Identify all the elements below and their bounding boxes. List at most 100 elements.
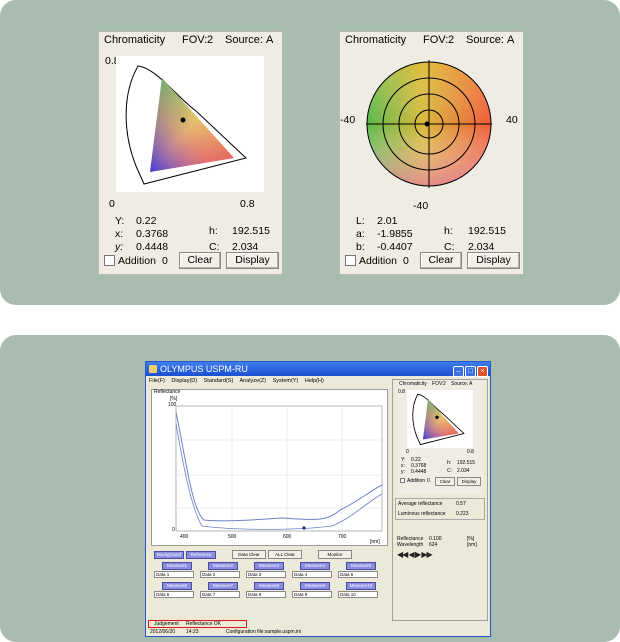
menu-system[interactable]: System(Y) bbox=[272, 378, 299, 384]
measure5-button[interactable]: Measure5 bbox=[346, 562, 376, 570]
display-button[interactable]: Display bbox=[226, 252, 279, 269]
measure4-button[interactable]: Measure4 bbox=[300, 562, 330, 570]
mini-clear-button[interactable]: Clear bbox=[435, 477, 455, 486]
chromaticity-controls: Addition 0 Clear Display bbox=[99, 252, 282, 270]
judgement-value: Reflectance OK bbox=[186, 621, 222, 627]
cursor-nav-buttons: ◀◀ ◀ ▶ ▶▶ bbox=[397, 550, 433, 559]
avg-reflectance-label: Average reflectance bbox=[398, 501, 443, 507]
measure10-button[interactable]: Measure10 bbox=[346, 582, 376, 590]
addition-checkbox[interactable] bbox=[345, 255, 356, 266]
measure6-button[interactable]: Measure6 bbox=[162, 582, 192, 590]
measure3-button[interactable]: Measure3 bbox=[254, 562, 284, 570]
cursor-wavelength-label: Wavelength bbox=[397, 542, 424, 548]
monitor-button[interactable]: Monitor bbox=[318, 550, 352, 559]
last-icon[interactable]: ▶▶ bbox=[421, 550, 432, 559]
data10-field[interactable]: Data 10 bbox=[338, 591, 378, 598]
data3-field[interactable]: Data 3 bbox=[246, 571, 286, 578]
measure8-button[interactable]: Measure8 bbox=[254, 582, 284, 590]
L-value: 2.01 bbox=[377, 215, 398, 227]
close-icon[interactable]: × bbox=[477, 366, 488, 377]
measure9-button[interactable]: Measure9 bbox=[300, 582, 330, 590]
data8-field[interactable]: Data 8 bbox=[246, 591, 286, 598]
C-value: 2.034 bbox=[232, 241, 259, 253]
x-axis-max: 0.8 bbox=[240, 198, 255, 210]
data7-field[interactable]: Data 7 bbox=[200, 591, 240, 598]
cursor-wavelength-value: 624 bbox=[429, 542, 438, 548]
graph-title: Reflectance bbox=[154, 389, 181, 395]
b-label: b: bbox=[356, 241, 365, 253]
title-bar: OLYMPUS USPM-RU – □ × bbox=[146, 362, 490, 377]
ab-color-circle[interactable] bbox=[366, 50, 492, 198]
reflectance-graph[interactable]: Reflectance [%] 100 0 400 500 600 700 [n… bbox=[151, 389, 388, 546]
prev-icon[interactable]: ◀ bbox=[408, 550, 415, 559]
menu-display[interactable]: Display(D) bbox=[171, 378, 198, 384]
a-label: a: bbox=[356, 228, 365, 240]
mini-h-label: h: bbox=[447, 460, 452, 466]
side-panel: Chromaticity FOV: 2 Source: A 0.8 0 0.8 … bbox=[392, 379, 488, 621]
clear-button[interactable]: Clear bbox=[420, 252, 462, 269]
data5-field[interactable]: Data 5 bbox=[338, 571, 378, 578]
C-label: C: bbox=[209, 241, 220, 253]
b-axis-bottom: -40 bbox=[413, 200, 429, 212]
mini-display-button[interactable]: Display bbox=[457, 477, 481, 486]
data6-field[interactable]: Data 6 bbox=[154, 591, 194, 598]
xy-chromaticity-window: Chromaticity FOV: 2 Source: A 0.8 bbox=[98, 31, 283, 275]
menu-help[interactable]: Help(H) bbox=[304, 378, 324, 384]
data4-field[interactable]: Data 4 bbox=[292, 571, 332, 578]
x-tick-400: 400 bbox=[180, 534, 189, 540]
mini-fov-label: FOV: bbox=[432, 381, 444, 387]
chromaticity-diagram-graphic bbox=[125, 65, 248, 185]
measure7-button[interactable]: Measure7 bbox=[208, 582, 238, 590]
h-value: 192.515 bbox=[232, 225, 270, 237]
lab-values: L: 2.01 a: -1.9855 b: -0.4407 h: 192.515… bbox=[340, 215, 525, 255]
mini-addition-checkbox[interactable] bbox=[400, 478, 405, 483]
data2-field[interactable]: Data 2 bbox=[200, 571, 240, 578]
first-icon[interactable]: ◀◀ bbox=[397, 550, 408, 559]
x-label: x: bbox=[115, 228, 124, 240]
measure1-button[interactable]: Measure1 bbox=[162, 562, 192, 570]
addition-count: 0 bbox=[162, 255, 168, 267]
reference-button[interactable]: Reference bbox=[186, 551, 216, 559]
mini-addition-count: 0 bbox=[427, 478, 430, 484]
b-value: -0.4407 bbox=[377, 241, 413, 253]
mini-title: Chromaticity bbox=[399, 381, 427, 387]
chromaticity-header: Chromaticity FOV: 2 Source: A bbox=[343, 34, 520, 48]
display-button[interactable]: Display bbox=[467, 252, 520, 269]
x-tick-500: 500 bbox=[228, 534, 237, 540]
cursor-reflectance-value: 0.100 bbox=[429, 536, 442, 542]
a-axis-left: -40 bbox=[340, 114, 356, 126]
status-date: 2012/06/20 bbox=[150, 629, 176, 635]
chromaticity-header: Chromaticity FOV: 2 Source: A bbox=[102, 34, 279, 48]
xy-chromaticity-plot[interactable] bbox=[116, 56, 264, 192]
reflectance-curve-graphic bbox=[175, 405, 383, 532]
mini-source-label: Source: bbox=[451, 381, 469, 387]
C-label: C: bbox=[444, 241, 455, 253]
measure2-button[interactable]: Measure2 bbox=[208, 562, 238, 570]
all-clear-button[interactable]: ALL Clear bbox=[268, 550, 302, 559]
next-icon[interactable]: ▶ bbox=[414, 550, 421, 559]
maximize-icon[interactable]: □ bbox=[465, 366, 476, 377]
mini-C-label: C: bbox=[447, 468, 452, 474]
judgement-highlight bbox=[148, 620, 247, 628]
data1-field[interactable]: Data 1 bbox=[154, 571, 194, 578]
menu-standard[interactable]: Standard(S) bbox=[203, 378, 234, 384]
fov-label: FOV: bbox=[182, 34, 208, 46]
ab-circle-graphic bbox=[366, 60, 492, 188]
xy-values: Y: 0.22 x: 0.3768 y: 0.4448 h: 192.515 C… bbox=[99, 215, 284, 255]
clear-button[interactable]: Clear bbox=[179, 252, 221, 269]
judgement-label: Judgement bbox=[154, 621, 179, 627]
origin-label: 0 bbox=[109, 198, 115, 210]
background-button[interactable]: Background bbox=[154, 551, 184, 559]
minimize-icon[interactable]: – bbox=[453, 366, 464, 377]
cursor-reflectance-unit: [%] bbox=[467, 536, 475, 542]
y-label: y: bbox=[115, 241, 124, 253]
data-clear-button[interactable]: Data Clear bbox=[232, 550, 266, 559]
reflectance-summary: Average reflectance 0.57 Luminous reflec… bbox=[395, 498, 485, 520]
menu-file[interactable]: File(F) bbox=[149, 378, 165, 384]
status-config: Configuration file:sample.uspm.ini bbox=[226, 629, 302, 635]
cursor-reflectance-label: Reflectance bbox=[397, 536, 424, 542]
data9-field[interactable]: Data 9 bbox=[292, 591, 332, 598]
addition-checkbox[interactable] bbox=[104, 255, 115, 266]
menu-analyze[interactable]: Analyze(Z) bbox=[239, 378, 267, 384]
h-label: h: bbox=[209, 225, 218, 237]
